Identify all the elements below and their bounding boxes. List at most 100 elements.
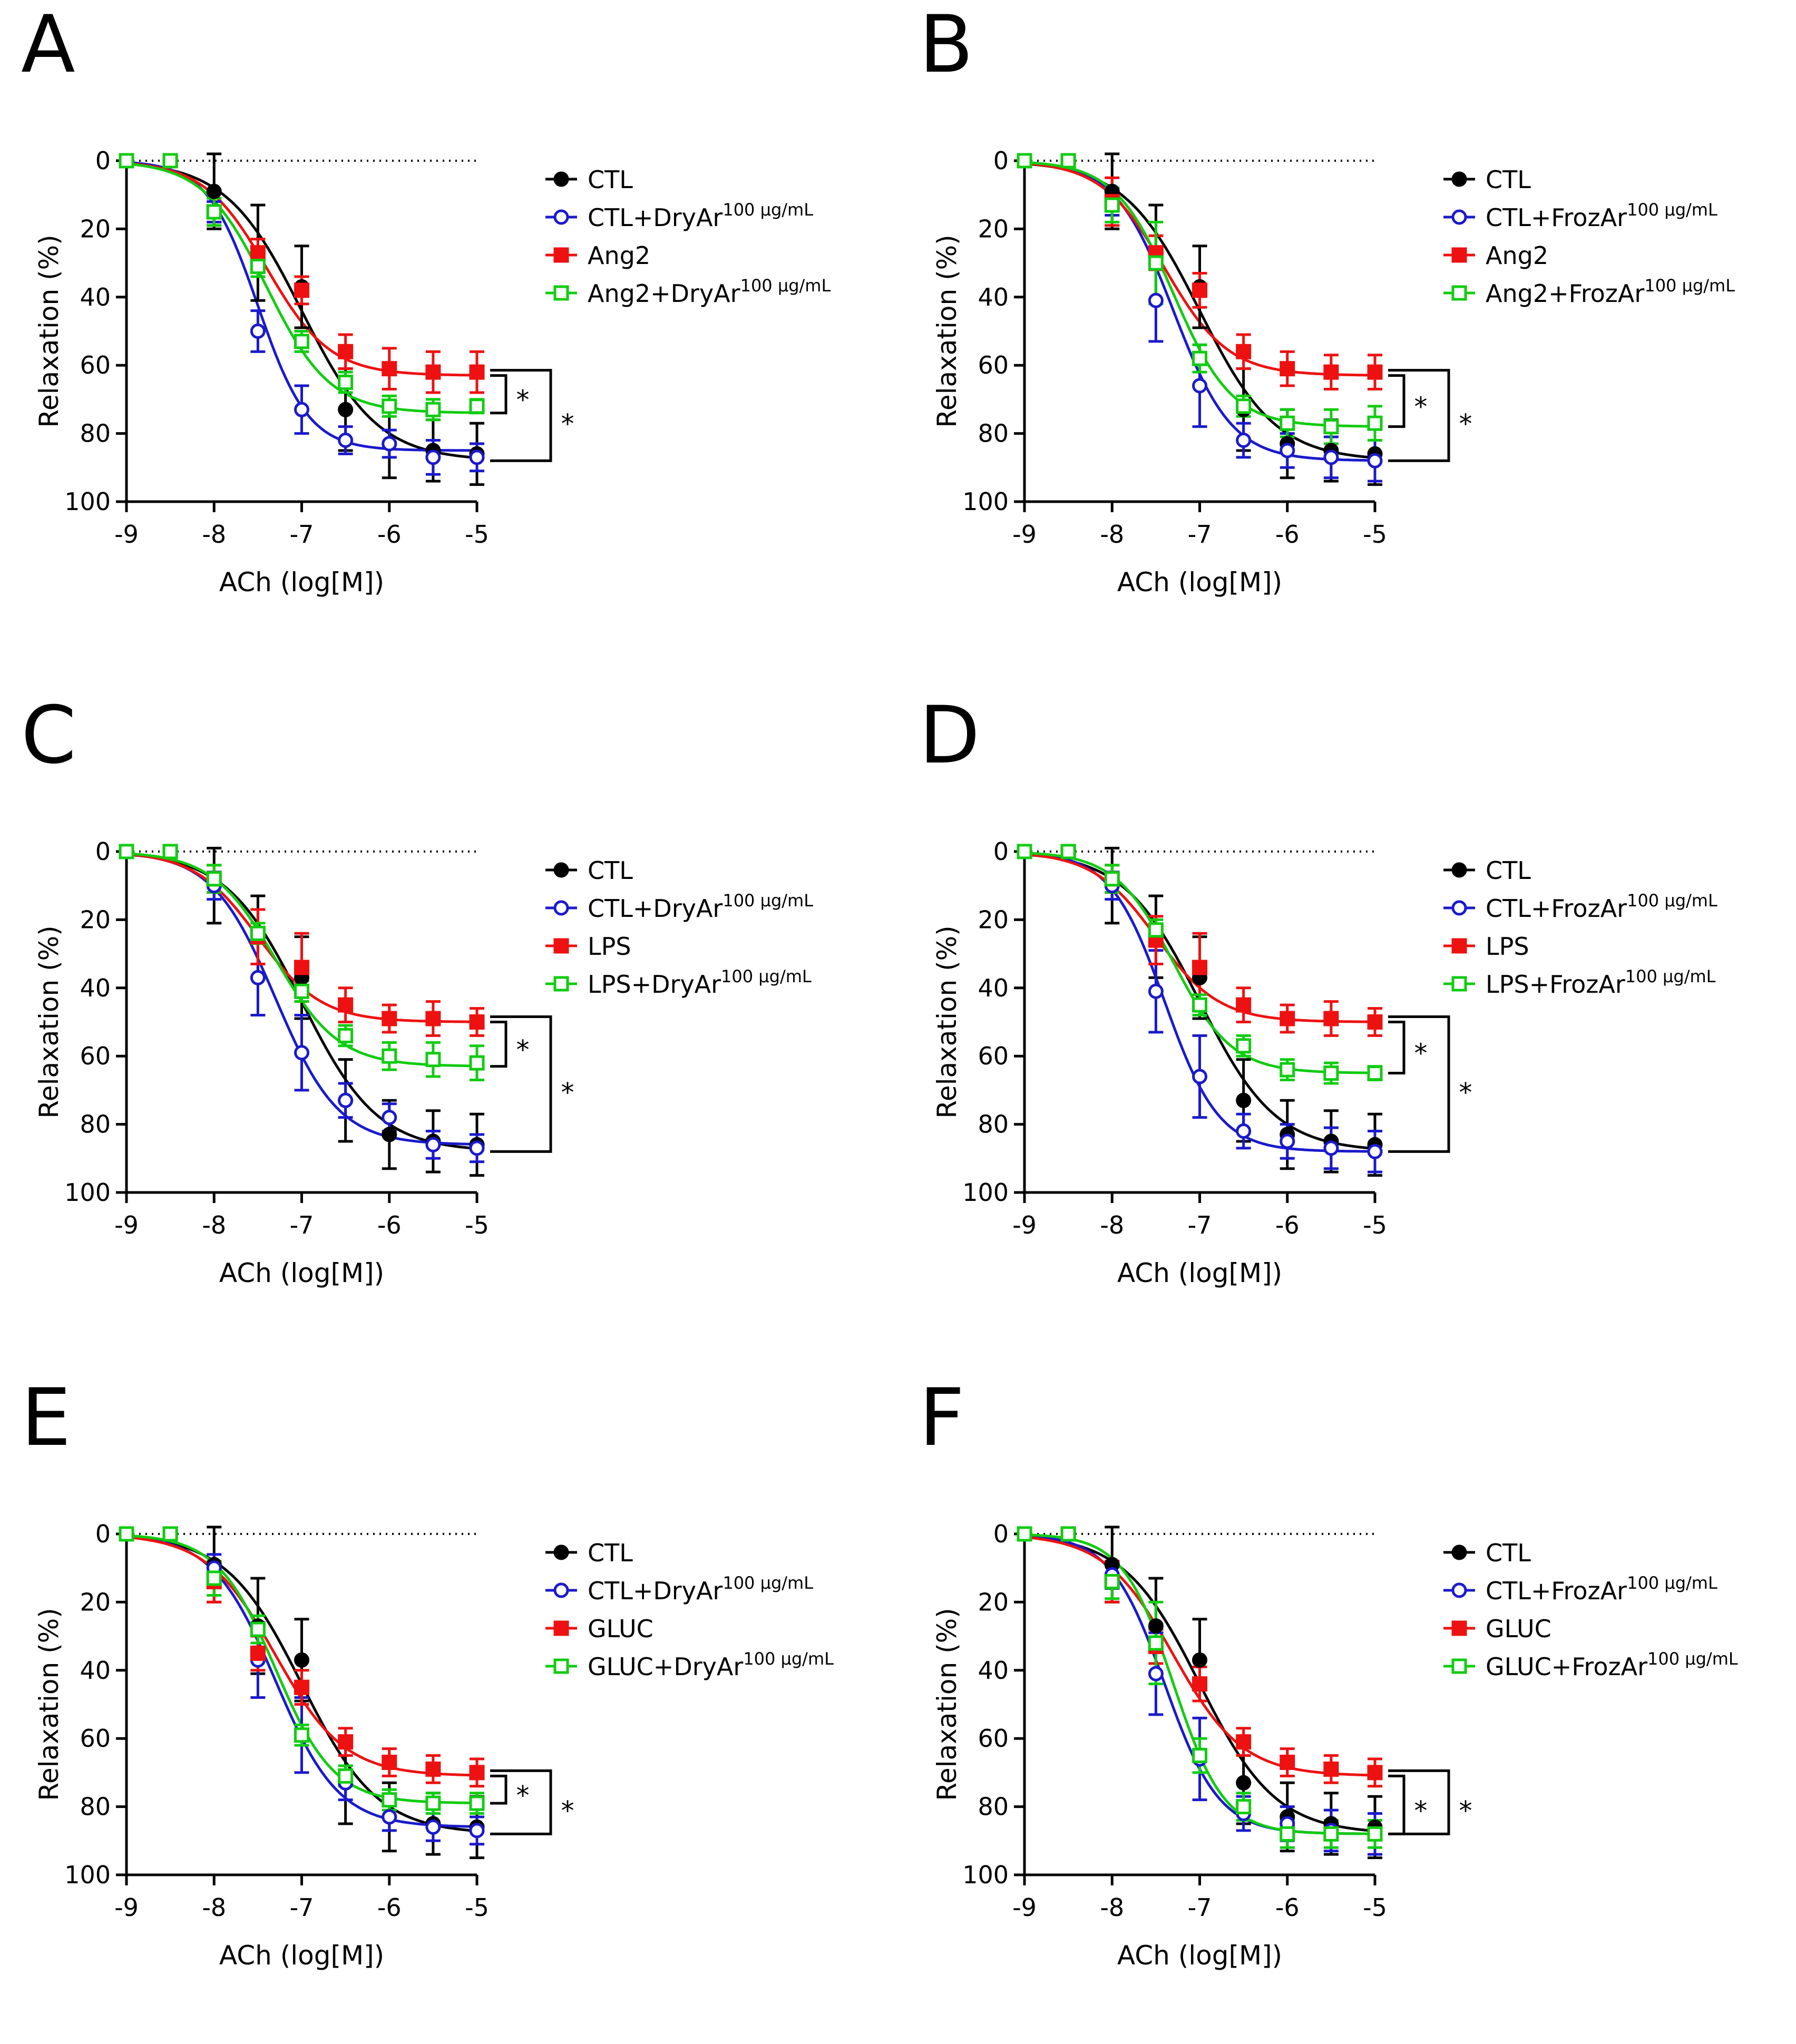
data-point (1192, 997, 1207, 1013)
legend-label: GLUC (588, 1615, 653, 1643)
data-point (1017, 1526, 1032, 1542)
y-tick-label: 80 (80, 1793, 111, 1821)
y-axis-title: Relaxation (%) (34, 925, 64, 1118)
data-point (382, 398, 397, 414)
data-point (338, 1092, 354, 1108)
legend-marker (1451, 1658, 1467, 1674)
data-point (1192, 1652, 1207, 1668)
significance-star: * (1414, 1795, 1428, 1826)
panel-letter: F (919, 1372, 965, 1464)
legend-label: LPS (1486, 932, 1529, 961)
y-tick-label: 20 (80, 1588, 111, 1616)
y-tick-label: 20 (978, 214, 1009, 243)
y-tick-label: 100 (962, 1861, 1009, 1889)
data-point (1236, 1092, 1252, 1108)
y-tick-label: 100 (64, 1861, 111, 1889)
legend-label-text: LPS+FrozAr (1486, 970, 1625, 999)
x-tick-label: -5 (465, 1893, 489, 1922)
legend-label: CTL+FrozAr100 µg/mL (1486, 1573, 1717, 1605)
data-point (1323, 449, 1339, 465)
data-point (1192, 960, 1207, 975)
data-point (1148, 922, 1164, 938)
chart-a: 0 20 40 60 80 100-9 -8 -7 -6 -5 ACh (log[M]) Relaxa… (34, 146, 831, 598)
data-point (250, 324, 266, 339)
y-tick-label: 0 (993, 1520, 1009, 1548)
data-point (382, 1809, 397, 1825)
y-tick-label: 0 (95, 146, 111, 175)
y-tick-label: 20 (978, 905, 1009, 934)
legend-label-text: CTL (1486, 856, 1531, 885)
data-point (294, 1652, 309, 1668)
data-point (250, 970, 266, 985)
legend-marker (1451, 938, 1467, 954)
data-point (1323, 1011, 1339, 1026)
legend-label: CTL+DryAr100 µg/mL (588, 200, 813, 232)
legend-label-text: Ang2 (588, 241, 650, 270)
panel-e: E 0 20 40 60 80 100 -9 -8 -7 -6 -5 ACh (log[M]) Rela… (0, 1373, 898, 2044)
x-tick-label: -8 (202, 520, 226, 549)
legend-marker (1451, 247, 1467, 263)
data-point (1104, 1574, 1120, 1590)
x-tick-label: -9 (1012, 1893, 1037, 1922)
legend-marker (553, 1658, 569, 1674)
legend-label-text: CTL (1486, 165, 1531, 194)
x-axis-title: ACh (log[M]) (1117, 1258, 1282, 1288)
data-point (1367, 1826, 1383, 1842)
legend-marker (1451, 285, 1467, 301)
data-point (1280, 361, 1295, 377)
data-point (469, 449, 485, 465)
significance-star: * (561, 408, 574, 439)
data-point (1323, 1140, 1339, 1156)
legend-label-text: LPS (588, 932, 631, 961)
panel-letter: A (21, 0, 75, 91)
x-tick-label: -9 (1012, 1211, 1037, 1239)
chart-d: 0 20 40 60 80 100-9 -8 -7 -6 -5 ACh (log[M]) Relaxa… (932, 837, 1717, 1288)
x-tick-label: -9 (114, 1211, 139, 1239)
legend-label-text: GLUC+FrozAr (1486, 1652, 1647, 1681)
legend-label-text: Ang2+DryAr (588, 279, 740, 308)
x-tick-label: -8 (1100, 1893, 1124, 1922)
legend-label-text: LPS+DryAr (588, 970, 721, 999)
y-tick-label: 60 (978, 1724, 1009, 1753)
significance-bracket (1388, 1015, 1450, 1153)
panel-f: F 0 20 40 60 80 100 -9 -8 -7 -6 -5 ACh (log[M]) Rela… (898, 1373, 1796, 2044)
data-point (469, 1765, 485, 1781)
significance-star: * (1414, 1038, 1428, 1069)
y-tick-label: 80 (80, 1110, 111, 1139)
data-point (469, 398, 485, 414)
legend-label-text: CTL (588, 1539, 633, 1567)
data-point (469, 1014, 485, 1030)
data-point (1236, 1799, 1252, 1815)
significance-star: * (1459, 1795, 1472, 1826)
data-point (1148, 1635, 1164, 1651)
legend-label: Ang2 (588, 241, 650, 270)
x-axis-title: ACh (log[M]) (219, 567, 384, 598)
data-point (1280, 1062, 1295, 1078)
x-tick-label: -5 (1363, 1211, 1387, 1239)
data-point (1280, 1133, 1295, 1149)
significance-star: * (516, 1780, 530, 1811)
panel-c: C 0 20 40 60 80 100 -9 -8 -7 -6 -5 ACh (log[M]) Rela… (0, 691, 898, 1362)
data-point (1367, 415, 1383, 431)
data-point (469, 1823, 485, 1838)
x-tick-label: -7 (290, 1893, 314, 1922)
data-point (382, 1127, 397, 1142)
data-point (425, 1137, 441, 1152)
legend-superscript: 100 µg/mL (1625, 966, 1716, 986)
legend-label: CTL (588, 1539, 633, 1567)
x-tick-label: -5 (1363, 1893, 1387, 1922)
y-tick-label: 100 (962, 1178, 1009, 1207)
data-point (1192, 1069, 1207, 1084)
data-point (1280, 1754, 1295, 1770)
data-point (1236, 1123, 1252, 1139)
data-point (338, 433, 354, 448)
data-point (294, 402, 309, 417)
panel-letter: E (21, 1372, 71, 1464)
legend-label-text: CTL+FrozAr (1486, 1577, 1627, 1605)
y-tick-label: 40 (80, 283, 111, 311)
legend-label-text: GLUC (588, 1615, 653, 1643)
data-point (1104, 197, 1120, 213)
data-point (1280, 415, 1295, 431)
legend-label-text: CTL (588, 856, 633, 885)
x-tick-label: -6 (1275, 520, 1300, 549)
